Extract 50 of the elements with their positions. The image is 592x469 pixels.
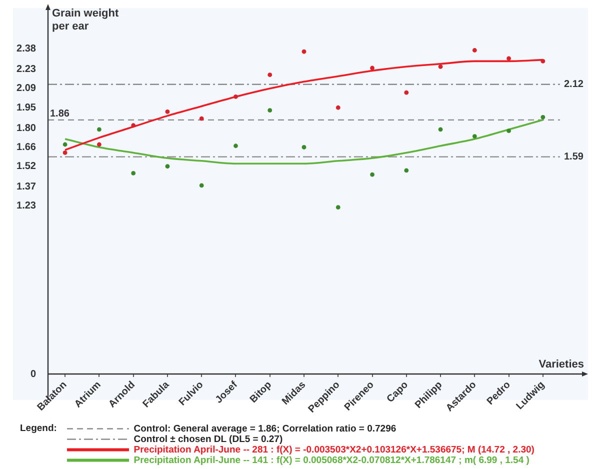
y-tick-label: 1.66 [16,142,36,153]
point [404,90,409,95]
point [199,183,204,188]
point [336,205,340,210]
point [268,72,272,78]
point [336,105,340,110]
point [268,108,272,113]
point [370,172,374,177]
y-tick-label: 2.23 [16,64,36,76]
point [438,64,443,69]
point [97,127,102,132]
ref-line-label: 1.59 [564,152,584,163]
point [540,58,546,64]
text: Precipitation April-June -- 141 : f(X) = 0.005068*X2-0.070812*X+1.786147 ; m( 6.99 , 1.54 ) [134,454,530,466]
point [540,114,546,120]
point [234,94,238,99]
y-tick-label: 0 [30,368,36,380]
y-tick-label: 2.38 [16,44,36,55]
point [302,49,306,54]
y-tick-label: 1.23 [16,200,36,212]
text: Control: General average = 1.86; Correlation ratio = 0.7296 [134,423,396,434]
point [472,48,477,52]
point [131,123,136,128]
point [62,150,68,155]
y-tick-label: 1.95 [16,102,36,114]
text: Precipitation April-June -- 281 : f(X) = -0.003503*X2+0.103126*X+1.536675; M (14.72 , 2.30) [134,444,534,456]
point [165,164,170,169]
point [370,66,374,70]
point [506,56,511,61]
y-tick-label: 1.80 [16,122,36,134]
point [404,168,409,173]
point [131,170,136,176]
ref-line-label: 1.86 [50,108,70,120]
point [506,128,511,134]
point [199,116,204,121]
point [438,127,443,132]
point [62,142,68,147]
point [165,110,170,114]
x-axis-title: Varieties [538,358,584,371]
ref-line-label: 2.12 [564,79,584,90]
point [472,134,477,139]
point [97,142,102,147]
y-tick-label: 1.37 [16,182,36,193]
y-axis-title: Grain weight per ear [52,8,119,33]
text: Control ± chosen DL (DL5 = 0.27) [134,434,283,445]
legend-title: Legend: [20,423,57,434]
y-tick-label: 1.52 [16,161,36,172]
point [302,145,306,150]
point [234,144,238,148]
y-tick-label: 2.09 [16,83,36,94]
